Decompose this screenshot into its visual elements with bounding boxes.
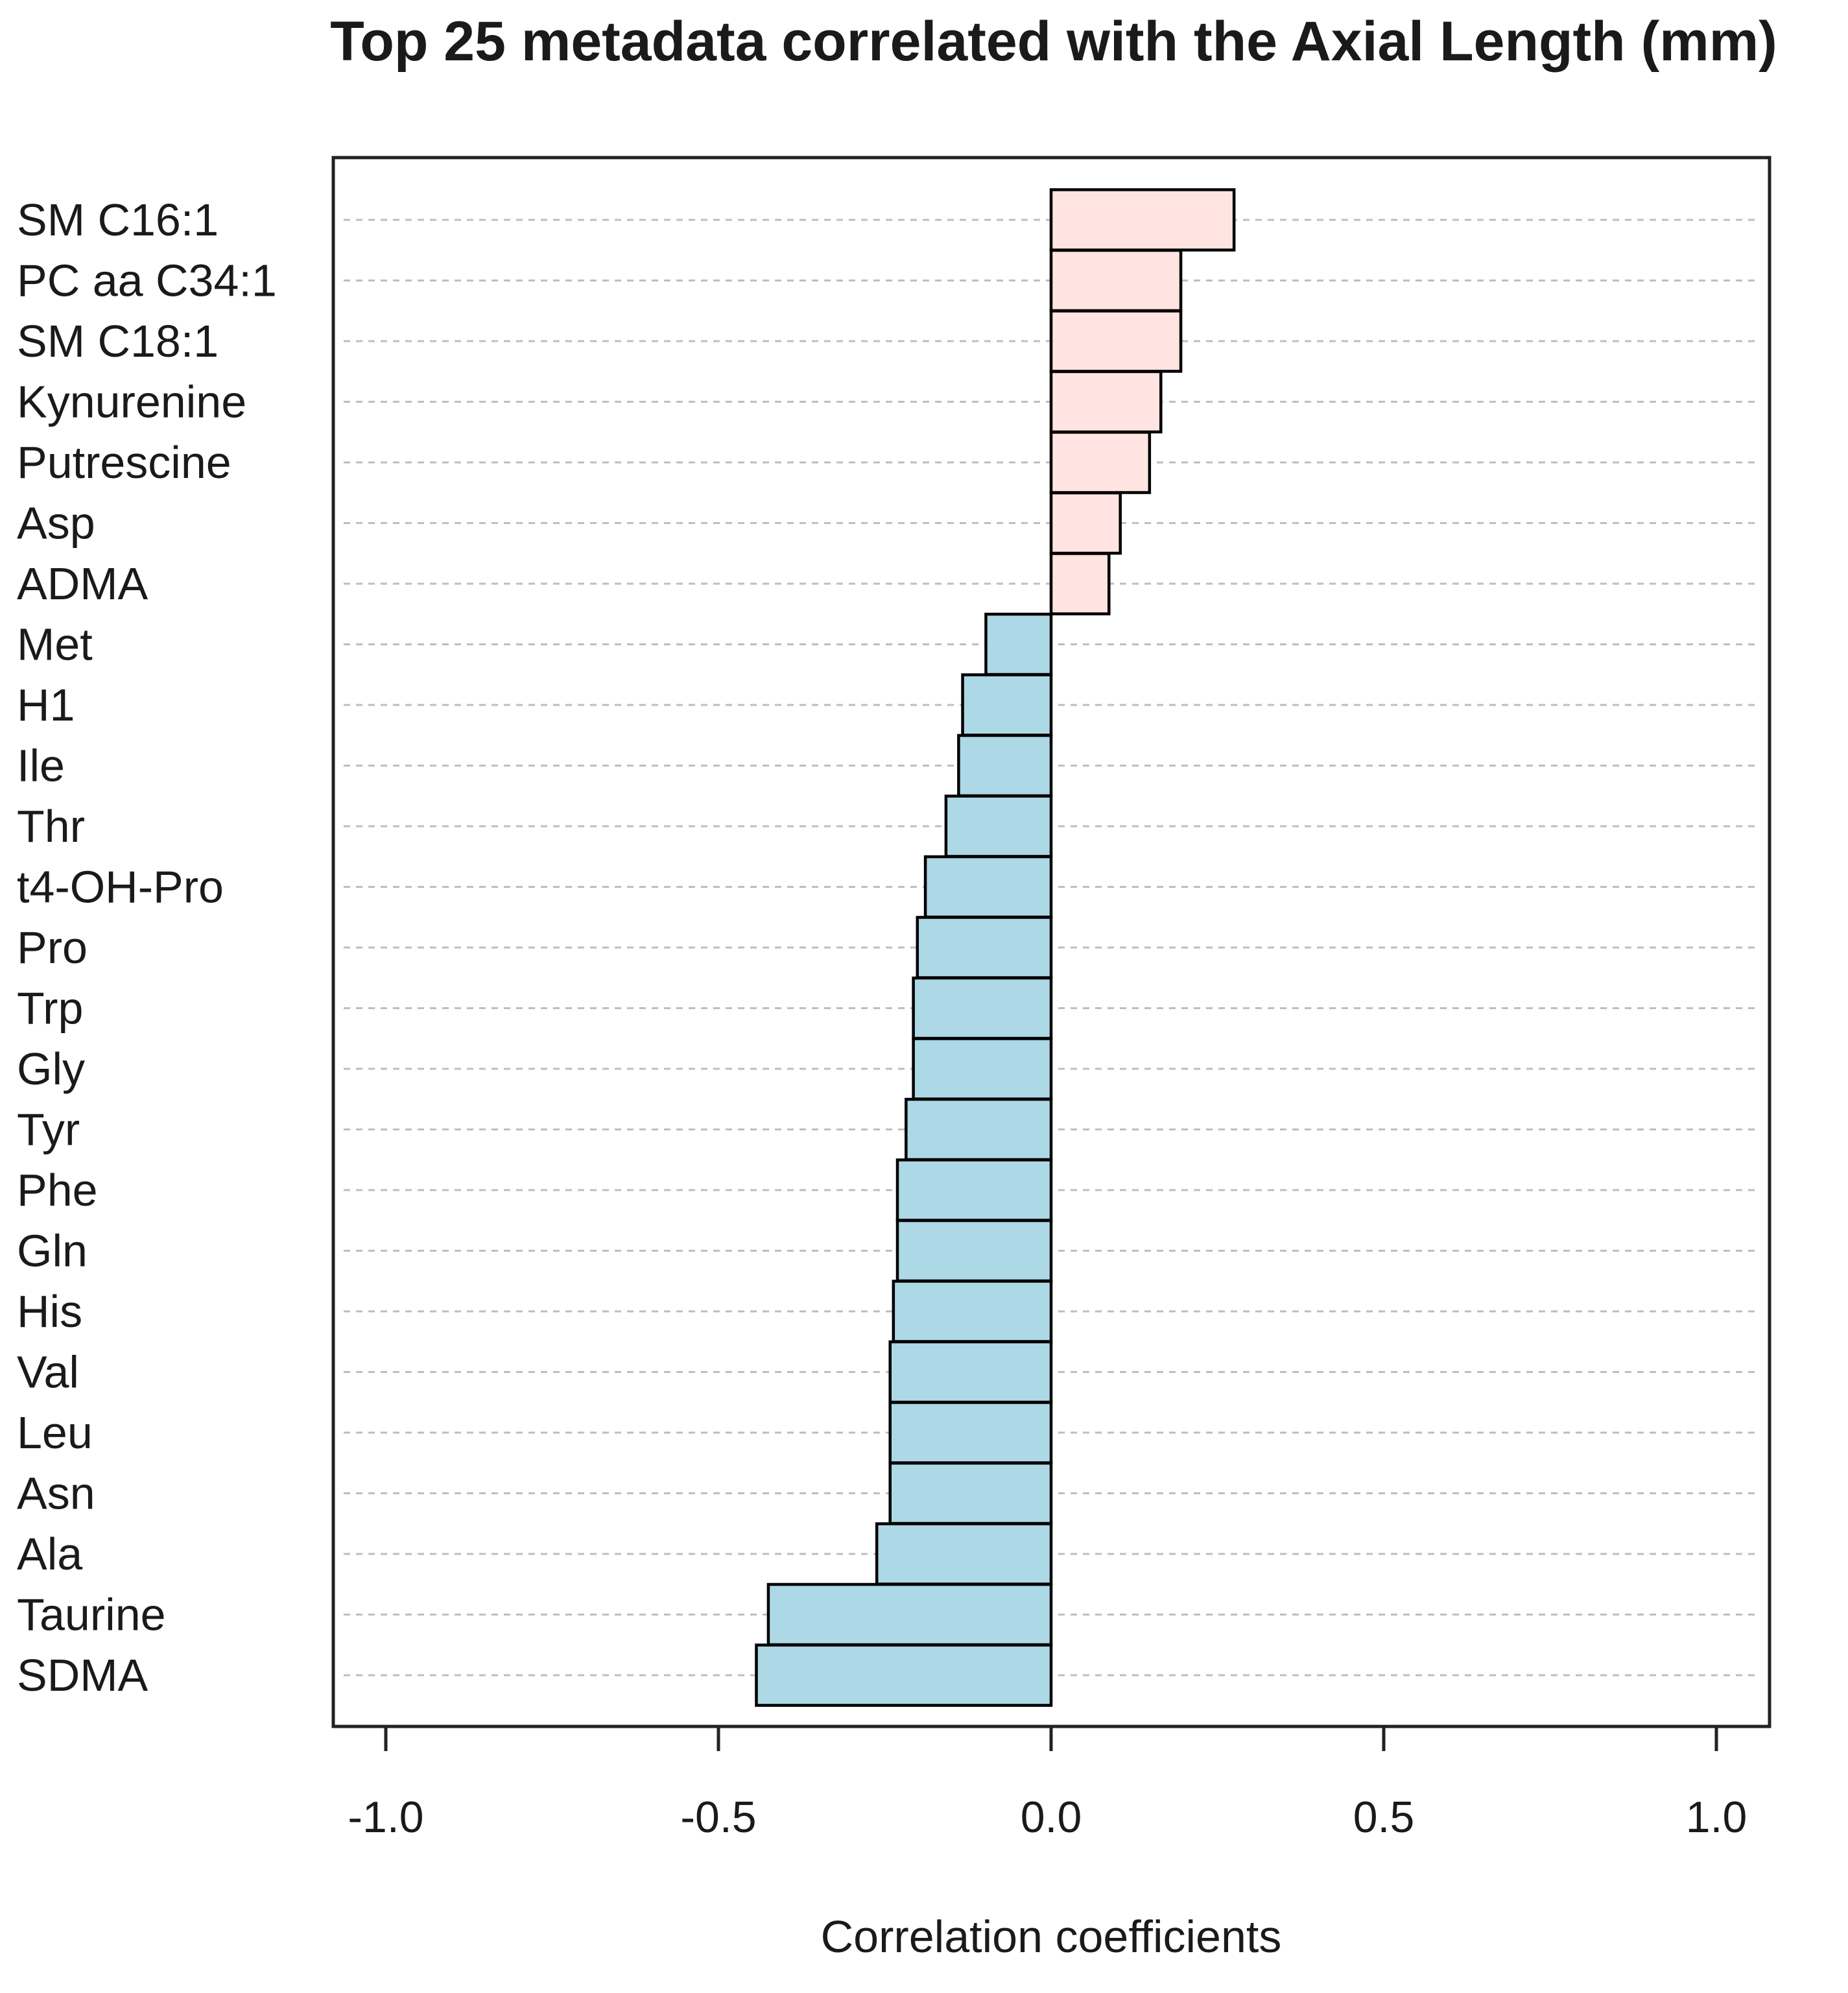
category-label: Met: [17, 619, 93, 670]
category-label: SM C16:1: [17, 195, 219, 245]
bar: [923, 855, 1053, 919]
bar: [895, 1219, 1053, 1283]
category-label: Asp: [17, 498, 95, 549]
bar: [875, 1522, 1053, 1586]
bar: [961, 673, 1053, 737]
bar: [1049, 552, 1111, 615]
bar: [888, 1401, 1053, 1464]
bar: [905, 1097, 1053, 1162]
bar: [957, 734, 1053, 798]
bar: [912, 976, 1053, 1040]
bar: [895, 1158, 1053, 1222]
category-label: Kynurenine: [17, 377, 246, 427]
bar-layer: [755, 188, 1236, 1707]
bar: [1049, 431, 1152, 494]
category-label: ADMA: [17, 558, 148, 609]
category-label: Gly: [17, 1044, 85, 1094]
category-label: Trp: [17, 983, 83, 1034]
x-tick-label: 1.0: [1686, 1793, 1747, 1842]
category-label: Putrescine: [17, 437, 231, 488]
bar: [916, 916, 1053, 979]
category-label: PC aa C34:1: [17, 256, 277, 306]
bar: [888, 1340, 1053, 1404]
category-labels: SM C16:1 PC aa C34:1 SM C18:1 Kynurenine Put…: [17, 195, 277, 1701]
bar: [892, 1280, 1053, 1343]
bar: [1049, 188, 1236, 252]
bar: [1049, 370, 1163, 434]
x-axis-title: Correlation coefficients: [821, 1911, 1282, 1962]
bar: [888, 1461, 1053, 1525]
category-label: t4-OH-Pro: [17, 862, 224, 913]
category-label: Asn: [17, 1468, 95, 1519]
category-label: Gln: [17, 1226, 88, 1276]
category-label: Val: [17, 1347, 79, 1398]
category-label: SM C18:1: [17, 316, 219, 366]
category-label: H1: [17, 680, 75, 730]
category-label: SDMA: [17, 1650, 148, 1701]
bar: [1049, 309, 1183, 373]
bar: [1049, 491, 1122, 555]
bar: [1049, 248, 1183, 313]
chart-title: Top 25 metadata correlated with the Axia…: [330, 10, 1777, 73]
bar: [766, 1582, 1053, 1647]
category-label: Taurine: [17, 1590, 166, 1640]
category-label: Ala: [17, 1529, 82, 1579]
x-axis: -1.0 -0.5 0.0 0.5 1.0: [348, 1724, 1747, 1842]
category-label: Phe: [17, 1165, 98, 1215]
bar: [984, 612, 1053, 676]
x-tick-label: 0.5: [1353, 1793, 1415, 1842]
category-label: His: [17, 1286, 82, 1337]
bar: [912, 1037, 1053, 1101]
category-label: Tyr: [17, 1104, 80, 1155]
category-label: Ile: [17, 741, 65, 791]
x-tick-label: 0.0: [1021, 1793, 1082, 1842]
x-tick-label: -0.5: [680, 1793, 756, 1842]
bar: [944, 794, 1053, 858]
category-label: Pro: [17, 922, 88, 973]
bar: [755, 1643, 1053, 1707]
category-label: Thr: [17, 801, 85, 852]
category-label: Leu: [17, 1407, 93, 1458]
x-tick-label: -1.0: [348, 1793, 423, 1842]
